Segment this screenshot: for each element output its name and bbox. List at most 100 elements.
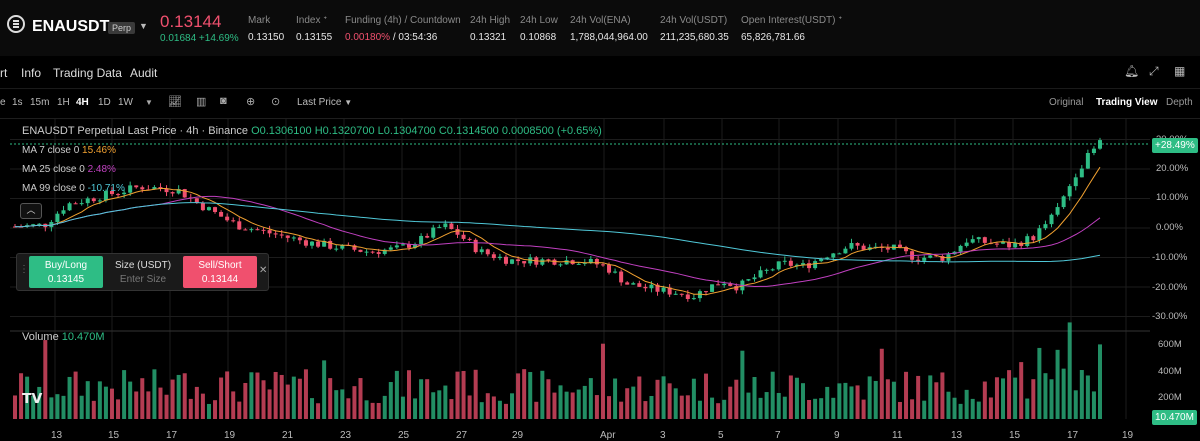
volume-bar [503, 403, 508, 419]
tab-trading-data[interactable]: Trading Data [53, 66, 122, 80]
size-input[interactable]: Size (USDT) Enter Size [105, 256, 181, 288]
candle-body [594, 258, 599, 265]
view-trading-view[interactable]: Trading View [1096, 97, 1158, 108]
expand-icon[interactable]: ⤢ [1149, 64, 1159, 78]
volume-bar [976, 401, 981, 419]
candle-body [297, 237, 302, 241]
ma99-legend[interactable]: MA 99 close 0 -10.71% [22, 183, 125, 194]
timeframe-dropdown-icon[interactable]: ▼ [145, 98, 153, 107]
candle-body [704, 291, 709, 293]
volume-legend: Volume 10.470M [22, 331, 105, 343]
close-icon[interactable]: ✕ [259, 265, 268, 276]
volume-bar [946, 391, 951, 419]
volume-bar [1055, 349, 1060, 419]
volume-bar [855, 385, 860, 419]
volume-bar [146, 391, 151, 419]
volume-bar [952, 397, 957, 419]
ma25-legend[interactable]: MA 25 close 0 2.48% [22, 164, 116, 175]
axis-label-m10: -10.00% [1152, 252, 1188, 263]
candle-body [770, 269, 775, 271]
tab-chart[interactable]: rt [0, 66, 8, 80]
candle-body [140, 187, 145, 190]
volume-bar [722, 399, 727, 419]
volume-bar [425, 379, 430, 419]
volume-bar [85, 381, 90, 419]
ma7-legend[interactable]: MA 7 close 0 15.46% [22, 145, 116, 156]
stat-index-label[interactable]: Index ᐩ [296, 15, 328, 26]
drag-handle-icon[interactable]: ⋮ [19, 264, 29, 275]
date-label: 13 [51, 430, 63, 441]
axis-label-20: 20.00% [1156, 163, 1189, 174]
volume-bar [922, 400, 927, 419]
sell-short-button[interactable]: Sell/Short 0.13144 [183, 256, 257, 288]
candle-body [394, 245, 399, 248]
ma99-line [14, 202, 1101, 263]
collapse-legend-button[interactable]: ︿ [20, 203, 42, 219]
volume-bar [679, 395, 684, 419]
volume-bar [497, 400, 502, 419]
candle-body [546, 259, 551, 261]
timeframe-time[interactable]: e [0, 97, 6, 108]
candle-body [564, 260, 569, 265]
axis-label-m30: -30.00% [1152, 311, 1188, 322]
symbol-name[interactable]: ENAUSDT [32, 18, 110, 35]
volume-bar [91, 400, 96, 419]
timeframe-15m[interactable]: 15m [30, 97, 50, 108]
candle-body [1055, 207, 1060, 215]
volume-bar [25, 376, 30, 419]
candle-body [807, 263, 812, 269]
camera-icon[interactable]: ◙ [220, 95, 227, 107]
candle-body [237, 221, 242, 230]
buy-price: 0.13145 [47, 274, 85, 285]
volume-bar [697, 400, 702, 419]
tab-audit[interactable]: Audit [130, 66, 158, 80]
bell-icon[interactable]: 🔔︎ [1124, 64, 1140, 78]
ena-logo-icon [7, 15, 25, 33]
candle-body [73, 203, 78, 205]
indicator-chart-icon[interactable]: 📈︎ [168, 96, 182, 108]
view-depth[interactable]: Depth [1166, 97, 1193, 108]
caret-down-icon[interactable]: ▼ [139, 21, 148, 31]
volume-bar [413, 398, 418, 419]
buy-long-button[interactable]: Buy/Long 0.13145 [29, 256, 103, 288]
candle-body [200, 202, 205, 211]
timeframe-1h[interactable]: 1H [57, 97, 70, 108]
add-icon[interactable]: ⊕ [246, 96, 256, 108]
candle-body [1091, 148, 1096, 154]
candle-body [176, 189, 181, 194]
candle-body [249, 229, 254, 231]
candle-body [516, 259, 521, 262]
volume-bar [564, 391, 569, 419]
candle-type-icon[interactable]: ▥ [196, 96, 207, 108]
candle-body [940, 256, 945, 261]
axis-label-m20: -20.00% [1152, 282, 1188, 293]
volume-bar [31, 395, 36, 419]
tab-info[interactable]: Info [21, 66, 42, 80]
candle-body [782, 260, 787, 262]
candle-body [667, 287, 672, 295]
volume-bar [164, 394, 169, 419]
timeframe-4h[interactable]: 4H [76, 97, 89, 108]
candle-body [437, 227, 442, 229]
volume-bar [188, 398, 193, 419]
date-label: 5 [718, 430, 724, 441]
candle-body [685, 294, 690, 299]
grid-icon[interactable]: ▦ [1174, 64, 1186, 78]
stat-oi-label[interactable]: Open Interest(USDT) ᐩ [741, 15, 843, 26]
funding-rate: 0.00180% [345, 32, 391, 43]
volume-bar [776, 392, 781, 419]
view-original[interactable]: Original [1049, 97, 1084, 108]
price-type-select[interactable]: Last Price ▼ [297, 97, 352, 108]
timeframe-1d[interactable]: 1D [98, 97, 111, 108]
stat-oi-value: 65,826,781.66 [741, 32, 805, 43]
candle-body [273, 233, 278, 235]
volume-bar [316, 403, 321, 419]
timeframe-1s[interactable]: 1s [12, 97, 23, 108]
candle-body [461, 234, 466, 239]
settings-icon[interactable]: ⊙ [271, 96, 281, 108]
price-chart[interactable] [0, 119, 1200, 440]
candle-body [467, 238, 472, 240]
quick-trade-panel: ⋮ Buy/Long 0.13145 Size (USDT) Enter Siz… [16, 253, 269, 291]
timeframe-1w[interactable]: 1W [118, 97, 133, 108]
volume-bar [455, 371, 460, 419]
